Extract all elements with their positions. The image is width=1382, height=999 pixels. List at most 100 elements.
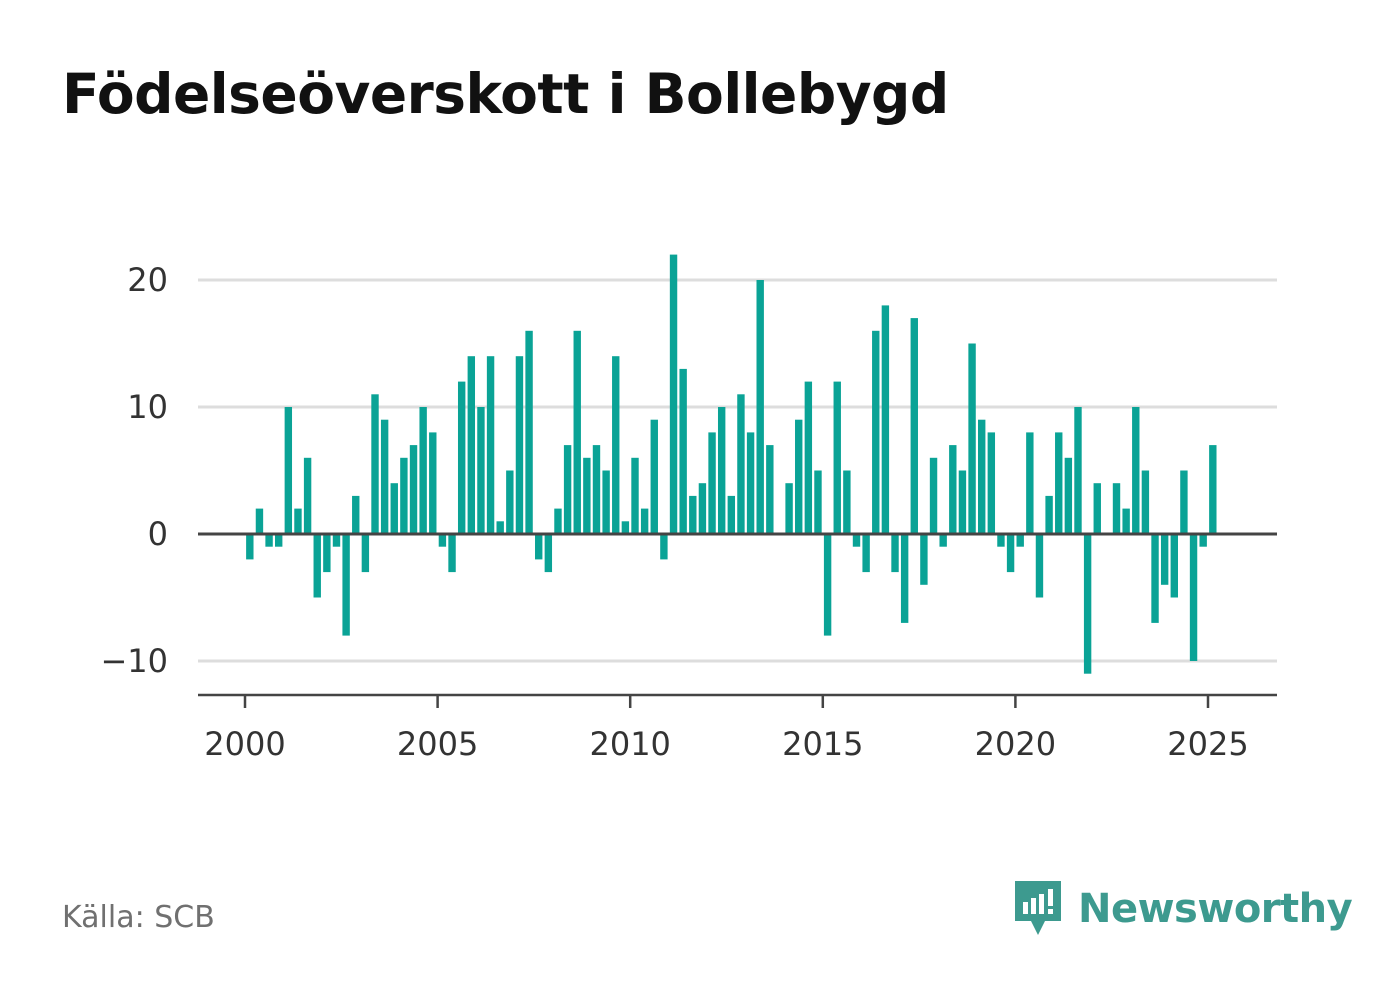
bar xyxy=(958,470,967,534)
bar xyxy=(361,534,370,573)
bar xyxy=(467,356,476,534)
bar xyxy=(515,356,524,534)
chart-title: Födelseöverskott i Bollebygd xyxy=(62,62,949,126)
bar xyxy=(881,305,890,534)
bar xyxy=(939,534,947,547)
bar xyxy=(949,445,957,534)
bar xyxy=(640,508,649,534)
bar xyxy=(823,534,832,636)
x-tick-label: 2025 xyxy=(1167,725,1248,763)
bar xyxy=(409,445,418,534)
bar xyxy=(756,280,764,534)
bar xyxy=(862,534,870,573)
source-note: Källa: SCB xyxy=(62,900,215,935)
bar xyxy=(486,356,495,534)
y-tick-label: 10 xyxy=(127,388,168,426)
bar xyxy=(313,534,321,598)
bar xyxy=(804,381,813,534)
bar xyxy=(284,407,293,534)
bar xyxy=(496,521,504,534)
bar xyxy=(342,534,350,636)
bar xyxy=(573,330,581,534)
bar xyxy=(689,495,697,534)
x-tick-label: 2000 xyxy=(204,725,285,763)
bar xyxy=(380,419,389,534)
x-tick-label: 2010 xyxy=(589,725,670,763)
bar xyxy=(679,368,687,534)
bar xyxy=(554,508,562,534)
x-tick-label: 2005 xyxy=(397,725,478,763)
bar xyxy=(429,432,437,534)
axes: −10 0 10 20 2000 2005 2010 2015 2020 2025 xyxy=(100,261,1277,763)
x-tick-label: 2015 xyxy=(782,725,863,763)
bar xyxy=(833,381,841,534)
bar xyxy=(1016,534,1024,547)
bar xyxy=(265,534,273,547)
bar xyxy=(766,445,774,534)
bar xyxy=(506,470,514,534)
bar-chart: −10 0 10 20 2000 2005 2010 2015 2020 2025 xyxy=(100,254,1277,763)
bar xyxy=(390,483,398,534)
bar xyxy=(303,457,312,534)
bar xyxy=(448,534,456,573)
bar xyxy=(698,483,707,534)
bar xyxy=(275,534,283,547)
bar xyxy=(1083,534,1092,674)
bar xyxy=(1180,470,1188,534)
bar xyxy=(920,534,928,585)
bar xyxy=(621,521,630,534)
newsworthy-logo-icon xyxy=(1015,881,1061,935)
bar xyxy=(544,534,553,573)
bar xyxy=(1132,407,1140,534)
bar xyxy=(438,534,447,547)
bar xyxy=(352,495,360,534)
bar xyxy=(1035,534,1044,598)
bar xyxy=(1006,534,1015,573)
bar xyxy=(323,534,331,573)
bar xyxy=(602,470,610,534)
y-tick-label: 0 xyxy=(148,515,168,553)
x-tick-label: 2020 xyxy=(975,725,1056,763)
bar xyxy=(1160,534,1169,585)
bar xyxy=(669,254,678,534)
bar xyxy=(872,330,880,534)
bar xyxy=(1209,445,1217,534)
bar xyxy=(535,534,543,560)
bar xyxy=(746,432,755,534)
bar xyxy=(400,457,408,534)
bar xyxy=(785,483,793,534)
y-tick-label: −10 xyxy=(100,642,168,680)
bar xyxy=(929,457,938,534)
bar xyxy=(371,394,379,534)
y-tick-label: 20 xyxy=(127,261,168,299)
bar xyxy=(1074,407,1082,534)
bars xyxy=(246,254,1217,674)
bar xyxy=(592,445,601,534)
bar xyxy=(843,470,851,534)
bar xyxy=(525,330,533,534)
bar xyxy=(332,534,341,547)
bar xyxy=(814,470,822,534)
bar xyxy=(1026,432,1034,534)
bar xyxy=(650,419,658,534)
bar xyxy=(910,318,918,534)
bar xyxy=(457,381,466,534)
bar xyxy=(612,356,620,534)
bar xyxy=(987,432,996,534)
bar xyxy=(563,445,572,534)
bar xyxy=(1151,534,1159,623)
bar xyxy=(1122,508,1130,534)
bar xyxy=(1199,534,1207,547)
bar xyxy=(1189,534,1198,661)
bar xyxy=(246,534,254,560)
bar xyxy=(900,534,909,623)
bar xyxy=(1112,483,1121,534)
bar xyxy=(660,534,668,560)
bar xyxy=(717,407,726,534)
bar xyxy=(419,407,427,534)
bar xyxy=(255,508,264,534)
bar xyxy=(891,534,899,573)
bar xyxy=(1064,457,1073,534)
bar xyxy=(1055,432,1063,534)
bar xyxy=(294,508,302,534)
